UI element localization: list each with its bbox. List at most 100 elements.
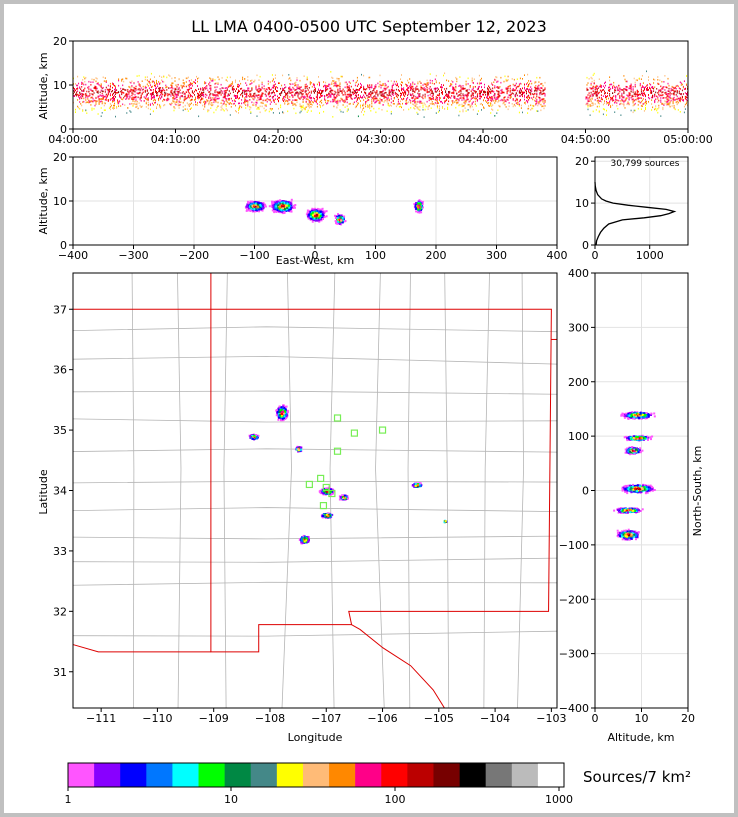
source-point bbox=[370, 110, 372, 112]
source-point bbox=[666, 93, 668, 96]
source-point bbox=[102, 98, 104, 100]
source-point bbox=[229, 114, 231, 116]
source-point bbox=[151, 96, 153, 99]
source-point bbox=[208, 103, 210, 106]
source-point bbox=[426, 86, 428, 89]
source-point bbox=[320, 100, 321, 103]
source-point bbox=[292, 102, 294, 105]
source-point bbox=[232, 89, 234, 91]
source-point bbox=[640, 97, 642, 99]
source-point bbox=[386, 94, 388, 96]
source-point bbox=[673, 92, 675, 94]
source-point bbox=[268, 95, 270, 98]
source-point bbox=[391, 92, 393, 94]
source-point bbox=[497, 95, 499, 98]
source-point bbox=[250, 93, 252, 95]
source-point bbox=[458, 91, 460, 93]
source-point bbox=[379, 101, 381, 103]
source-point bbox=[142, 85, 144, 88]
source-point bbox=[676, 98, 678, 100]
source-point bbox=[402, 102, 403, 105]
source-point bbox=[427, 94, 429, 97]
source-point bbox=[196, 103, 197, 106]
source-point bbox=[175, 84, 177, 86]
source-point bbox=[490, 102, 492, 104]
source-point bbox=[401, 89, 402, 92]
source-point bbox=[211, 80, 213, 82]
source-point bbox=[472, 94, 474, 97]
source-point bbox=[197, 85, 198, 87]
source-point bbox=[156, 106, 157, 108]
source-point bbox=[268, 93, 270, 95]
source-point bbox=[269, 99, 271, 102]
source-point bbox=[138, 82, 140, 85]
source-point bbox=[673, 96, 675, 99]
source-point bbox=[450, 97, 452, 99]
x-tick-label: 04:00:00 bbox=[48, 133, 97, 146]
source-point bbox=[537, 104, 539, 107]
source-point bbox=[672, 97, 674, 100]
source-point bbox=[400, 78, 401, 80]
source-point bbox=[309, 105, 311, 108]
source-point bbox=[367, 86, 369, 88]
source-point bbox=[363, 99, 365, 101]
source-point bbox=[457, 101, 459, 104]
source-point bbox=[384, 91, 386, 94]
source-point bbox=[330, 96, 332, 98]
source-point bbox=[221, 104, 223, 107]
source-point bbox=[630, 90, 632, 93]
source-point bbox=[120, 105, 122, 107]
source-point bbox=[420, 88, 422, 91]
source-point bbox=[466, 98, 468, 101]
source-point bbox=[615, 100, 617, 103]
source-point bbox=[495, 100, 497, 103]
source-point bbox=[328, 83, 330, 86]
source-point bbox=[104, 95, 106, 98]
source-point bbox=[206, 101, 208, 103]
source-point bbox=[187, 96, 189, 98]
source-point bbox=[176, 94, 178, 96]
source-point bbox=[660, 99, 662, 102]
source-point bbox=[320, 94, 321, 96]
source-point bbox=[476, 113, 478, 115]
source-point bbox=[646, 89, 647, 91]
source-point bbox=[285, 96, 287, 99]
source-point bbox=[392, 92, 394, 94]
source-point bbox=[626, 80, 628, 83]
source-point bbox=[253, 208, 256, 211]
source-point bbox=[260, 97, 262, 99]
source-point bbox=[519, 95, 521, 97]
source-point bbox=[482, 93, 483, 96]
source-point bbox=[637, 90, 639, 93]
source-point bbox=[330, 90, 332, 93]
source-point bbox=[329, 90, 331, 93]
source-point bbox=[670, 89, 672, 92]
source-point bbox=[313, 89, 315, 91]
source-point bbox=[661, 80, 663, 83]
source-point bbox=[256, 205, 259, 208]
source-point bbox=[259, 98, 261, 101]
source-point bbox=[403, 94, 405, 96]
source-point bbox=[488, 102, 490, 104]
source-point bbox=[98, 98, 100, 100]
source-point bbox=[240, 105, 242, 107]
source-point bbox=[265, 94, 267, 97]
source-point bbox=[508, 105, 510, 108]
source-point bbox=[265, 88, 267, 90]
source-point bbox=[672, 93, 674, 95]
source-point bbox=[651, 109, 653, 111]
source-point bbox=[271, 86, 273, 89]
source-point bbox=[354, 106, 356, 109]
source-point bbox=[183, 82, 185, 84]
source-point bbox=[86, 112, 88, 114]
source-point bbox=[238, 102, 239, 105]
source-point bbox=[431, 103, 433, 105]
source-point bbox=[444, 88, 446, 90]
source-point bbox=[516, 101, 518, 104]
source-point bbox=[488, 88, 490, 91]
source-point bbox=[146, 83, 148, 86]
source-point bbox=[401, 98, 402, 100]
source-point bbox=[208, 83, 210, 86]
source-point bbox=[525, 89, 526, 92]
source-point bbox=[341, 98, 343, 101]
